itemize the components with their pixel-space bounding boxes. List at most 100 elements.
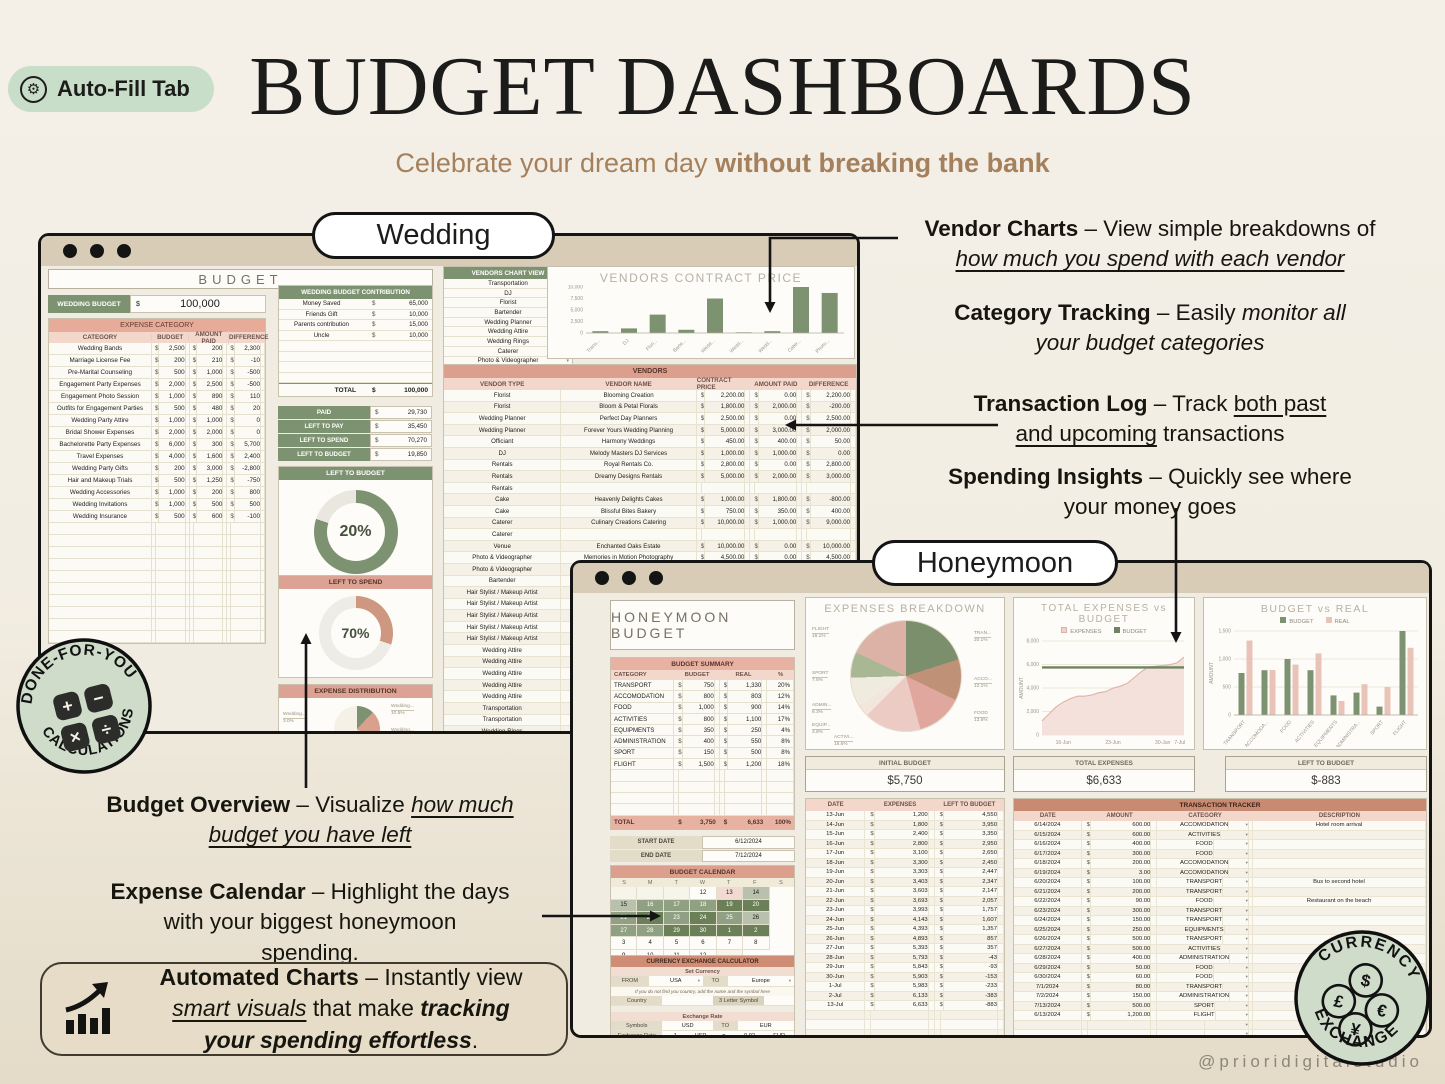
table-row[interactable]: 6/19/2024 $3.00 ACCOMODATION ▾: [1014, 868, 1427, 878]
table-row[interactable]: Travel Expenses $4,000 $1,600 $2,400: [49, 451, 266, 463]
table-row[interactable]: [279, 341, 432, 352]
chevron-down-icon[interactable]: ▾: [566, 357, 569, 364]
calendar-day[interactable]: 5: [663, 937, 691, 950]
calendar-day[interactable]: 27: [611, 924, 638, 938]
table-row[interactable]: 1-Jul $5,983 $ -233: [806, 982, 1004, 992]
table-row[interactable]: FOOD $1,000 $900 14%: [611, 702, 794, 714]
calendar-day[interactable]: 25: [716, 912, 744, 925]
table-row[interactable]: Officiant Harmony Weddings $450.00 $400.…: [444, 436, 856, 448]
chevron-down-icon[interactable]: ▾: [788, 978, 792, 983]
category-select[interactable]: TRANSPORT ▾: [1157, 906, 1253, 915]
category-select[interactable]: ADMINISTRATION ▾: [1157, 954, 1253, 963]
table-row[interactable]: 6/26/2024 $500.00 TRANSPORT ▾: [1014, 935, 1427, 945]
chevron-down-icon[interactable]: ▾: [1246, 821, 1249, 830]
calendar-day[interactable]: 28: [637, 924, 664, 938]
table-row[interactable]: [611, 804, 794, 816]
table-row[interactable]: 29-Jun $5,843 $ -93: [806, 963, 1004, 973]
symbol-input[interactable]: [764, 996, 794, 1005]
category-select[interactable]: FOOD ▾: [1157, 840, 1253, 849]
calendar-day[interactable]: 26: [743, 912, 770, 925]
table-row[interactable]: Caterer: [444, 529, 856, 541]
country-input[interactable]: [662, 996, 712, 1005]
chevron-down-icon[interactable]: ▾: [1246, 1020, 1249, 1029]
table-row[interactable]: 6/29/2024 $50.00 FOOD ▾: [1014, 963, 1427, 973]
table-row[interactable]: [279, 351, 432, 362]
table-row[interactable]: [49, 523, 266, 535]
table-row[interactable]: Marriage License Fee $200 $210 $ -10: [49, 355, 266, 367]
chevron-down-icon[interactable]: ▾: [1246, 1001, 1249, 1010]
to-select[interactable]: Europe ▾: [751, 978, 792, 984]
table-row[interactable]: 6/14/2024 $600.00 ACCOMODATION ▾ Hotel ro…: [1014, 821, 1427, 831]
table-row[interactable]: 20-Jun $3,403 $2,347: [806, 877, 1004, 887]
calendar-day[interactable]: 29: [663, 924, 691, 938]
table-row[interactable]: [611, 770, 794, 782]
category-select[interactable]: TRANSPORT ▾: [1157, 935, 1253, 944]
table-row[interactable]: 6/15/2024 $600.00 ACTIVITIES ▾: [1014, 830, 1427, 840]
table-row[interactable]: Rentals Dreamy Designs Rentals $5,000.00…: [444, 471, 856, 483]
category-select[interactable]: ACCOMODATION ▾: [1157, 821, 1253, 830]
table-row[interactable]: Florist Bloom & Petal Florals $1,800.00 …: [444, 401, 856, 414]
table-row[interactable]: DJ Melody Masters DJ Services $1,000.00 …: [444, 447, 856, 460]
rate-to-value[interactable]: 0.92: [735, 1031, 765, 1036]
category-select[interactable]: ▾: [1157, 1030, 1253, 1035]
tab-wedding[interactable]: Wedding: [312, 212, 555, 259]
chevron-down-icon[interactable]: ▾: [1246, 840, 1249, 849]
chevron-down-icon[interactable]: ▾: [1246, 944, 1249, 953]
calendar-day[interactable]: 8: [743, 937, 770, 950]
table-row[interactable]: 21-Jun $3,603 $2,147: [806, 887, 1004, 897]
table-row[interactable]: [49, 583, 266, 595]
table-row[interactable]: [806, 1029, 1004, 1035]
table-row[interactable]: [49, 619, 266, 631]
table-row[interactable]: [806, 1020, 1004, 1030]
table-row[interactable]: Wedding Bands $2,500 $200 $2,300: [49, 343, 266, 355]
table-row[interactable]: SPORT $150 $500 8%: [611, 747, 794, 760]
category-select[interactable]: EQUIPMENTS ▾: [1157, 925, 1253, 934]
table-row[interactable]: Hair and Makeup Trials $500 $1,250 $ -750: [49, 475, 266, 487]
table-row[interactable]: 18-Jun $3,300 $2,450: [806, 858, 1004, 868]
end-date-input[interactable]: 7/12/2024: [702, 849, 795, 862]
table-row[interactable]: Money Saved $65,000: [279, 299, 432, 310]
calendar-day[interactable]: 12: [690, 887, 717, 900]
category-select[interactable]: TRANSPORT ▾: [1157, 887, 1253, 896]
calendar-day[interactable]: [637, 887, 664, 900]
table-row[interactable]: Bridal Shower Expenses $2,000 $2,000 $0: [49, 427, 266, 439]
chevron-down-icon[interactable]: ▾: [1246, 849, 1249, 858]
table-row[interactable]: Bachelorette Party Expenses $6,000 $300 …: [49, 439, 266, 451]
table-row[interactable]: [806, 1010, 1004, 1020]
calendar-day[interactable]: 6: [690, 937, 717, 950]
table-row[interactable]: ▾: [1014, 1030, 1427, 1035]
table-row[interactable]: Rentals: [444, 482, 856, 495]
table-row[interactable]: TRANSPORT $750 $1,330 20%: [611, 680, 794, 692]
chevron-down-icon[interactable]: ▾: [1246, 982, 1249, 991]
category-select[interactable]: ▾: [1157, 1020, 1253, 1029]
table-row[interactable]: ADMINISTRATION $400 $550 8%: [611, 736, 794, 748]
table-row[interactable]: 6/18/2024 $200.00 ACCOMODATION ▾: [1014, 859, 1427, 869]
calendar-day[interactable]: 23: [663, 912, 691, 925]
table-row[interactable]: ▾: [1014, 1020, 1427, 1030]
category-select[interactable]: FOOD ▾: [1157, 849, 1253, 858]
table-row[interactable]: Cake Blissful Bites Bakery $750.00 $350.…: [444, 505, 856, 518]
calendar-day[interactable]: 2: [743, 924, 770, 938]
chevron-down-icon[interactable]: ▾: [1246, 868, 1249, 877]
category-select[interactable]: ACTIVITIES ▾: [1157, 944, 1253, 953]
table-row[interactable]: 6/16/2024 $400.00 FOOD ▾: [1014, 840, 1427, 850]
table-row[interactable]: 6/24/2024 $150.00 TRANSPORT ▾: [1014, 916, 1427, 926]
table-row[interactable]: ACCOMODATION $800 $803 12%: [611, 691, 794, 703]
table-row[interactable]: 28-Jun $5,793 $ -43: [806, 953, 1004, 963]
table-row[interactable]: [49, 535, 266, 547]
calendar-day[interactable]: 4: [637, 937, 664, 950]
calendar-day[interactable]: 15: [611, 899, 638, 913]
chevron-down-icon[interactable]: ▾: [1246, 992, 1249, 1001]
calendar-day[interactable]: [611, 887, 638, 900]
table-row[interactable]: [279, 362, 432, 373]
table-row[interactable]: 6/27/2024 $500.00 ACTIVITIES ▾: [1014, 944, 1427, 954]
start-date-input[interactable]: 6/12/2024: [702, 836, 795, 849]
table-row[interactable]: 6/23/2024 $300.00 TRANSPORT ▾: [1014, 906, 1427, 916]
table-row[interactable]: 14-Jun $1,800 $3,950: [806, 820, 1004, 830]
table-row[interactable]: 13-Jun $1,200 $4,550: [806, 811, 1004, 821]
table-row[interactable]: 24-Jun $4,143 $1,607: [806, 915, 1004, 925]
category-select[interactable]: SPORT ▾: [1157, 1001, 1253, 1010]
category-select[interactable]: TRANSPORT ▾: [1157, 878, 1253, 887]
table-row[interactable]: Friends Gift $10,000: [279, 309, 432, 320]
table-row[interactable]: Engagement Party Expenses $2,000 $2,500 …: [49, 379, 266, 391]
